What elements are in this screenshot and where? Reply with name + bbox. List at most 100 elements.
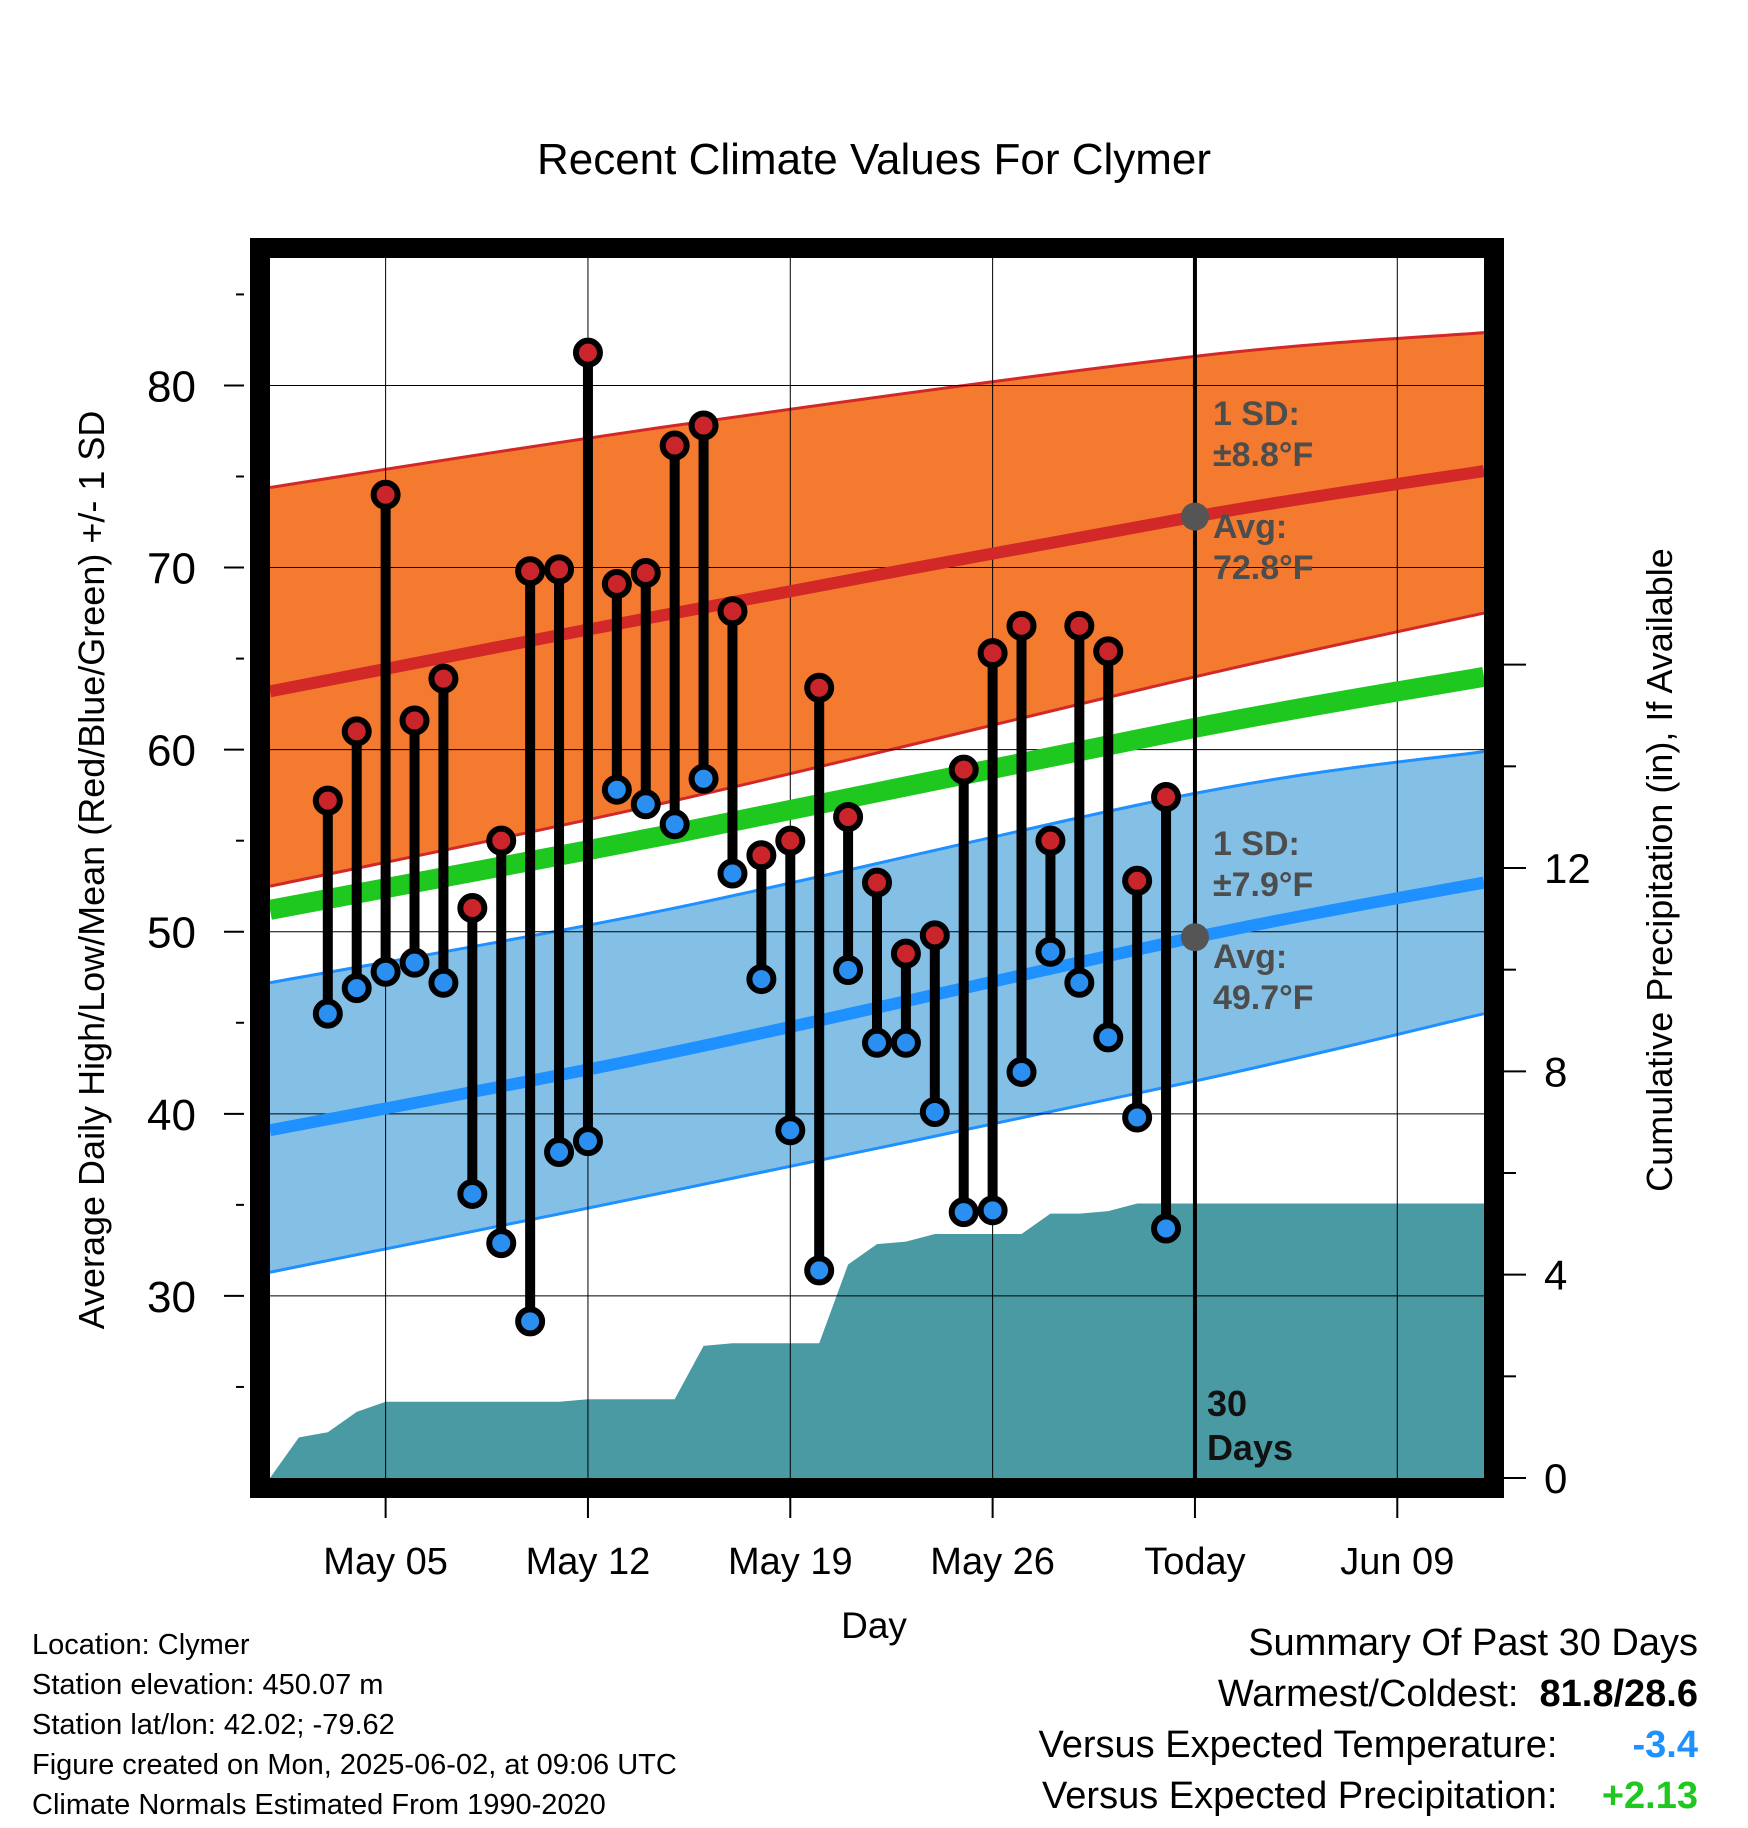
daily-high-point [1035,825,1066,856]
precip-area [270,1203,1484,1478]
daily-high-point [948,754,979,785]
daily-low-point [428,967,459,998]
daily-high-point [775,825,806,856]
y-tick-label: 50 [147,909,196,958]
low-sd-label: 1 SD: [1213,825,1300,863]
precip-row: Versus Expected Precipitation: +2.13 [1039,1771,1698,1822]
x-tick-label: May 05 [323,1541,448,1583]
daily-high-point [977,638,1008,669]
station-info: Location: Clymer Station elevation: 450.… [32,1625,677,1825]
daily-high-point [601,568,632,599]
daily-low-point [1006,1056,1037,1087]
normals-text: Climate Normals Estimated From 1990-2020 [32,1789,606,1821]
daily-high-point [399,705,430,736]
daily-low-point [486,1228,517,1259]
daily-high-point [1122,865,1153,896]
daily-low-point [1035,936,1066,967]
daily-high-point [688,410,719,441]
x-tick-label: May 19 [728,1541,853,1583]
low-sd-value: ±7.9°F [1213,866,1313,904]
daily-high-point [919,920,950,951]
daily-high-point [833,802,864,833]
daily-low-point [977,1195,1008,1226]
daily-high-point [862,867,892,898]
latlon-text: Station lat/lon: 42.02; -79.62 [32,1709,395,1741]
low-sd-band-lower-edge [269,1012,1485,1274]
daily-low-point [601,774,632,805]
daily-low-point [370,956,401,987]
daily-high-point [804,672,835,703]
warm-cold-value: 81.8/28.6 [1539,1673,1698,1715]
daily-low-point [399,947,430,978]
summary-panel: Summary Of Past 30 Days Warmest/Coldest:… [1039,1618,1698,1822]
plot-frame [250,238,1504,1498]
x-tick-label: May 26 [930,1541,1055,1583]
high-avg-value: 72.8°F [1213,549,1314,587]
daily-low-point [717,858,748,889]
daily-high-point [544,554,575,585]
y2-axis-label: Cumulative Precipitation (in), If Availa… [1639,548,1680,1192]
warm-cold-label: Warmest/Coldest: [1217,1673,1519,1715]
x-tick-label: Today [1144,1541,1245,1583]
high-sd-value: ±8.8°F [1213,436,1313,474]
high-avg-label: Avg: [1213,508,1287,546]
daily-low-point [341,973,372,1004]
daily-low-point [1122,1102,1153,1133]
warm-cold-row: Warmest/Coldest: 81.8/28.6 [1039,1669,1698,1720]
y-tick-label: 80 [147,362,196,411]
y2-tick-label: 12 [1544,845,1591,892]
x-tick-label: Jun 09 [1340,1541,1454,1583]
temp-label: Versus Expected Temperature: [1038,1724,1558,1766]
daily-high-point [341,716,372,747]
daily-low-point [544,1137,575,1168]
precip-value: +2.13 [1601,1775,1698,1817]
daily-low-point [862,1027,892,1058]
daily-high-point [1064,610,1095,641]
daily-low-point [804,1255,835,1286]
daily-high-point [1093,636,1124,667]
daily-low-point [919,1097,950,1127]
daily-high-point [457,893,488,924]
daily-low-point [688,763,719,794]
high-sd-band-upper-edge [269,331,1485,489]
daily-low-point [890,1027,921,1058]
y-tick-label: 60 [147,727,196,776]
daily-high-point [890,938,921,969]
y2-tick-label: 0 [1544,1455,1567,1502]
daily-low-point [515,1306,546,1337]
daily-high-point [572,337,603,368]
x-axis-label: Day [841,1605,907,1646]
daily-high-point [717,596,748,627]
x-tick-label: May 12 [526,1541,651,1583]
high-sd-label: 1 SD: [1213,395,1300,433]
daily-high-point [428,663,459,694]
daily-low-point [1064,967,1095,998]
daily-low-point [948,1197,979,1228]
daily-low-point [312,998,343,1029]
y2-tick-label: 8 [1544,1048,1567,1095]
daily-high-point [515,556,546,587]
daily-high-point [1006,610,1037,641]
created-text: Figure created on Mon, 2025-06-02, at 09… [32,1749,677,1781]
high-normal-line [268,465,1485,698]
daily-low-point [746,964,777,995]
daily-high-point [486,825,517,856]
y-tick-label: 40 [147,1091,196,1140]
precip-label: Versus Expected Precipitation: [1042,1775,1558,1817]
y-tick-label: 30 [147,1273,196,1322]
summary-heading: Summary Of Past 30 Days [1248,1622,1698,1664]
temp-value: -3.4 [1632,1724,1698,1766]
today-high-avg-marker [1180,502,1209,531]
daily-high-point [630,558,661,589]
daily-high-point [659,430,690,461]
daily-high-point [746,840,777,871]
daily-low-point [1151,1213,1182,1244]
elevation-text: Station elevation: 450.07 m [32,1669,384,1701]
location-text: Location: Clymer [32,1629,250,1661]
daily-low-point [457,1178,488,1209]
high-sd-band [270,332,1484,887]
temp-row: Versus Expected Temperature: -3.4 [1039,1720,1698,1771]
days-word-label: Days [1207,1427,1293,1468]
today-low-avg-marker [1180,923,1209,952]
